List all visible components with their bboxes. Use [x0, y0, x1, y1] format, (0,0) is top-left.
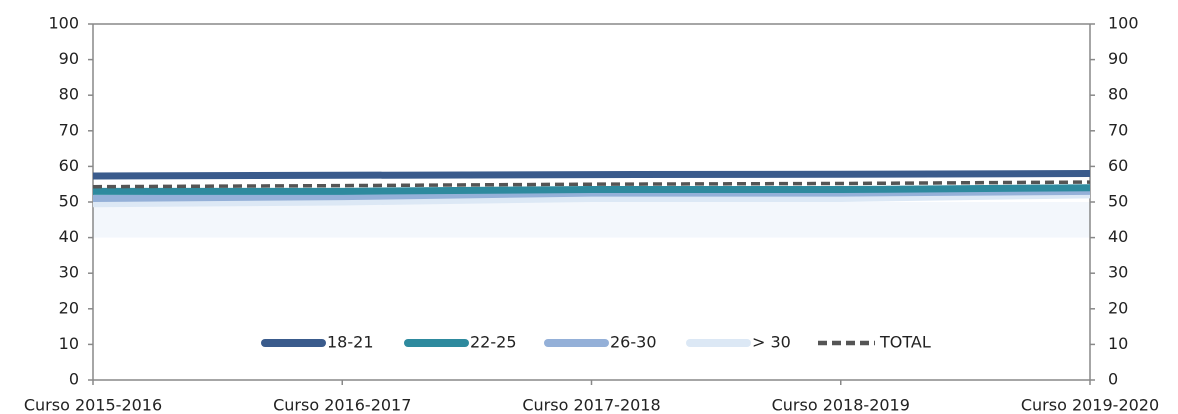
x-tick-label: Curso 2016-2017	[273, 396, 411, 414]
line	[92, 187, 1091, 202]
legend-label: 22-25	[470, 333, 517, 352]
legend-label: 26-30	[610, 333, 657, 352]
y2-tick-label: 100	[1108, 14, 1139, 33]
legend-label: 18-21	[327, 333, 374, 352]
x-tick-label: Curso 2018-2019	[772, 396, 910, 414]
x-tick-label: Curso 2015-2016	[24, 396, 162, 414]
line	[92, 191, 1091, 208]
y-tick-label: 50	[59, 192, 79, 211]
y2-tick-label: 0	[1108, 370, 1118, 389]
legend-label: > 30	[752, 333, 791, 352]
y2-tick-label: 90	[1108, 49, 1128, 68]
y2-tick-label: 80	[1108, 85, 1128, 104]
band	[93, 202, 1090, 238]
y-tick-label: 0	[69, 370, 79, 389]
y-tick-label: 100	[48, 14, 79, 33]
y-tick-label: 10	[59, 334, 79, 353]
y2-tick-label: 60	[1108, 156, 1128, 175]
y-tick-label: 20	[59, 298, 79, 317]
y2-tick-label: 70	[1108, 120, 1128, 139]
line	[93, 184, 1091, 195]
y-tick-label: 70	[59, 120, 79, 139]
y-tick-label: 80	[59, 85, 79, 104]
y-tick-label: 30	[59, 263, 79, 282]
legend-label: TOTAL	[879, 333, 931, 352]
y2-tick-label: 30	[1108, 263, 1128, 282]
y-tick-label: 40	[59, 227, 79, 246]
y-tick-label: 60	[59, 156, 79, 175]
y2-tick-label: 20	[1108, 298, 1128, 317]
line	[92, 170, 1091, 180]
line	[92, 180, 1091, 189]
y-tick-label: 90	[59, 49, 79, 68]
y2-tick-label: 40	[1108, 227, 1128, 246]
y2-tick-label: 50	[1108, 192, 1128, 211]
x-tick-label: Curso 2017-2018	[522, 396, 660, 414]
x-tick-label: Curso 2019-2020	[1021, 396, 1159, 414]
y2-tick-label: 10	[1108, 334, 1128, 353]
